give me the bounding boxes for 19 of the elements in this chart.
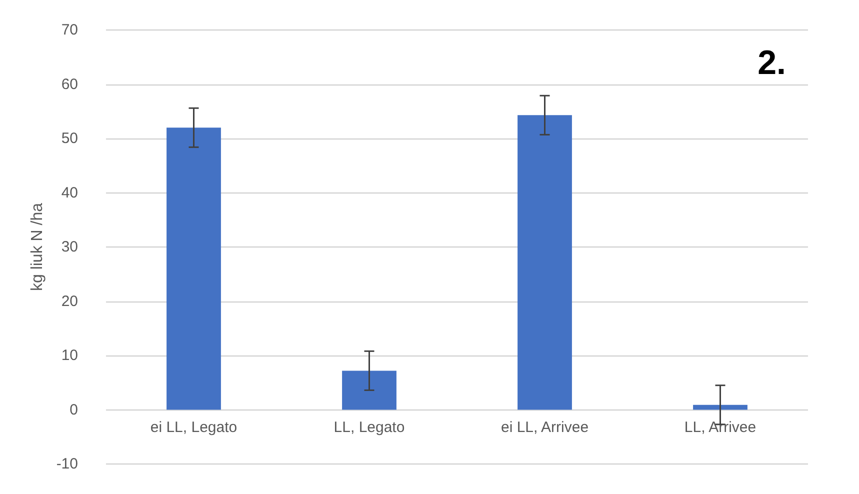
x-tick-label: ei LL, Arrivee [500,419,589,436]
y-tick-label: 0 [70,401,78,418]
x-tick-label: LL, Arrivee [684,419,756,436]
bar [166,128,221,410]
bar [518,115,572,410]
y-tick-label: 50 [61,130,78,147]
x-tick-label: LL, Legato [334,419,405,436]
y-tick-label: 30 [61,238,78,256]
y-axis-title: kg liuk N /ha [28,202,46,292]
bar [693,404,748,410]
annotation: 2. [758,44,786,82]
y-tick-label: -10 [56,456,78,472]
x-tick-label: ei LL, Legato [150,419,238,436]
y-tick-label: 10 [61,347,78,364]
y-tick-label: 40 [61,184,78,202]
y-tick-label: 20 [61,292,78,310]
y-tick-label: 60 [61,76,78,93]
y-tick-label: 70 [61,22,78,38]
bar [342,370,396,410]
